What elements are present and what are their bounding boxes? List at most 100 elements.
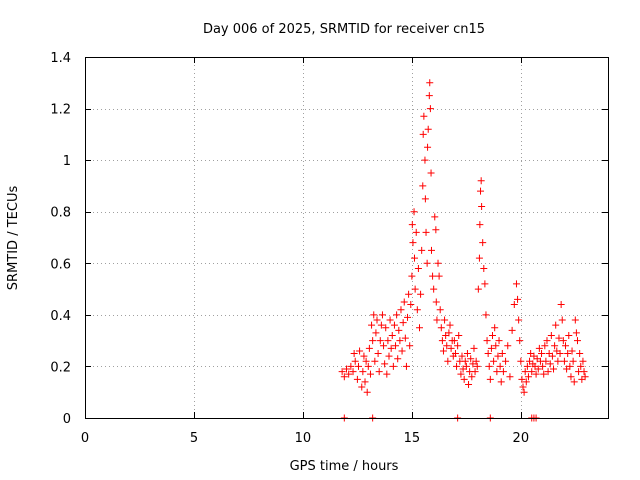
data-point bbox=[446, 321, 454, 329]
data-point bbox=[499, 368, 507, 376]
data-point bbox=[387, 344, 395, 352]
data-point bbox=[572, 329, 580, 337]
data-point bbox=[382, 324, 390, 332]
data-point bbox=[421, 156, 429, 164]
data-point bbox=[494, 352, 502, 360]
data-point bbox=[566, 362, 574, 370]
data-point bbox=[495, 337, 503, 345]
data-point bbox=[461, 357, 469, 365]
data-point bbox=[506, 373, 514, 381]
data-point bbox=[520, 388, 528, 396]
data-point bbox=[544, 368, 552, 376]
data-point bbox=[401, 334, 409, 342]
data-point bbox=[408, 272, 416, 280]
x-tick-label: 20 bbox=[513, 431, 530, 446]
data-point bbox=[358, 383, 366, 391]
data-point bbox=[493, 368, 501, 376]
data-point bbox=[417, 290, 425, 298]
data-point bbox=[419, 130, 427, 138]
data-point bbox=[404, 313, 412, 321]
data-point bbox=[568, 347, 576, 355]
data-point bbox=[497, 378, 505, 386]
data-point bbox=[485, 362, 493, 370]
data-point bbox=[515, 316, 523, 324]
data-point bbox=[496, 362, 504, 370]
data-point bbox=[435, 272, 443, 280]
data-point bbox=[451, 350, 459, 358]
grid bbox=[85, 57, 608, 418]
data-point bbox=[477, 187, 485, 195]
data-point bbox=[498, 350, 506, 358]
data-point bbox=[340, 373, 348, 381]
data-point bbox=[534, 365, 542, 373]
data-point bbox=[560, 357, 568, 365]
data-point bbox=[369, 337, 377, 345]
data-point bbox=[386, 316, 394, 324]
data-point bbox=[481, 280, 489, 288]
data-point bbox=[502, 357, 510, 365]
data-point bbox=[378, 311, 386, 319]
data-point bbox=[581, 373, 589, 381]
data-points bbox=[338, 79, 589, 422]
data-point bbox=[377, 321, 385, 329]
data-point bbox=[389, 362, 397, 370]
data-point bbox=[482, 311, 490, 319]
data-point bbox=[439, 347, 447, 355]
data-point bbox=[551, 342, 559, 350]
x-tick-label: 0 bbox=[81, 431, 89, 446]
data-point bbox=[508, 326, 516, 334]
data-point bbox=[422, 228, 430, 236]
x-axis-label: GPS time / hours bbox=[290, 459, 399, 474]
y-tick-label: 0.4 bbox=[50, 309, 71, 324]
data-point bbox=[532, 370, 540, 378]
data-point bbox=[479, 239, 487, 247]
data-point bbox=[460, 375, 468, 383]
data-point bbox=[444, 357, 452, 365]
data-point bbox=[524, 373, 532, 381]
y-tick-label: 1.4 bbox=[50, 51, 71, 66]
data-point bbox=[408, 221, 416, 229]
data-point bbox=[405, 290, 413, 298]
data-point bbox=[410, 254, 418, 262]
data-point bbox=[370, 311, 378, 319]
data-point bbox=[467, 355, 475, 363]
data-point bbox=[371, 357, 379, 365]
data-point bbox=[433, 316, 441, 324]
data-point bbox=[487, 344, 495, 352]
y-tick-label: 0 bbox=[63, 412, 71, 427]
data-point bbox=[548, 352, 556, 360]
data-point bbox=[463, 350, 471, 358]
data-point bbox=[567, 373, 575, 381]
data-point bbox=[380, 342, 388, 350]
data-point bbox=[406, 342, 414, 350]
data-point bbox=[419, 182, 427, 190]
data-point bbox=[542, 357, 550, 365]
data-point bbox=[424, 143, 432, 151]
data-point bbox=[356, 347, 364, 355]
data-point bbox=[393, 311, 401, 319]
data-point bbox=[399, 319, 407, 327]
data-point bbox=[349, 368, 357, 376]
data-point bbox=[413, 306, 421, 314]
data-point bbox=[407, 301, 415, 309]
data-point bbox=[366, 370, 374, 378]
data-point bbox=[375, 368, 383, 376]
data-point bbox=[437, 324, 445, 332]
axis-ticks bbox=[85, 57, 608, 419]
chart-title: Day 006 of 2025, SRMTID for receiver cn1… bbox=[203, 22, 485, 37]
y-tick-label: 0.6 bbox=[50, 257, 71, 272]
data-point bbox=[546, 360, 554, 368]
data-point bbox=[353, 375, 361, 383]
data-point bbox=[475, 254, 483, 262]
data-point bbox=[550, 365, 558, 373]
data-point bbox=[416, 324, 424, 332]
data-point bbox=[547, 331, 555, 339]
plot-frame bbox=[85, 57, 609, 419]
data-point bbox=[354, 362, 362, 370]
data-point bbox=[394, 355, 402, 363]
data-point bbox=[573, 337, 581, 345]
data-point bbox=[338, 368, 346, 376]
data-point bbox=[540, 370, 548, 378]
data-point bbox=[381, 360, 389, 368]
